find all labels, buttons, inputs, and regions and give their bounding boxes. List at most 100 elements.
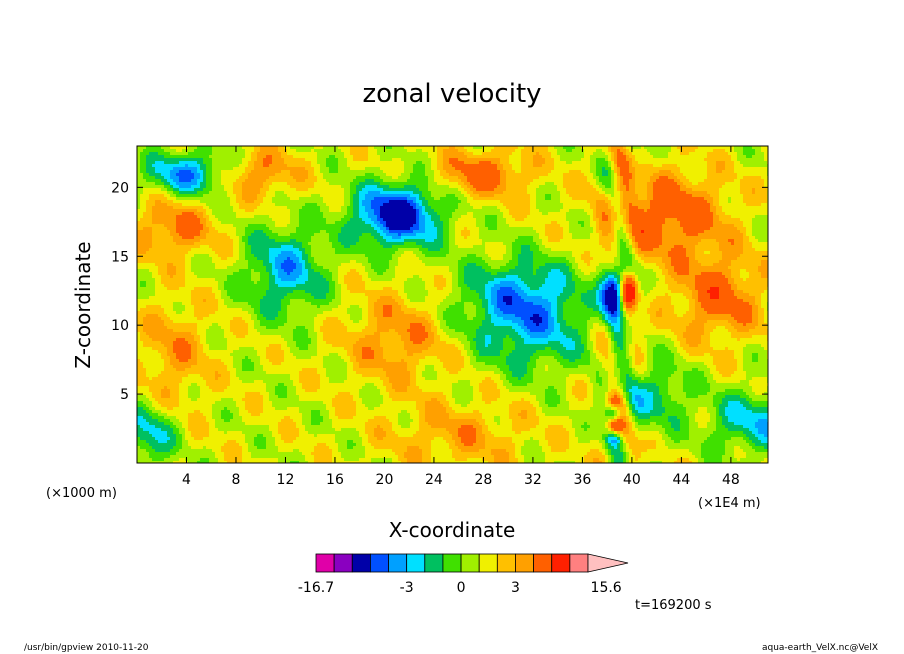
- heatmap-cell: [488, 155, 492, 159]
- heatmap-cell: [260, 200, 264, 204]
- heatmap-cell: [317, 182, 321, 186]
- heatmap-cell: [434, 182, 438, 186]
- heatmap-cell: [704, 212, 708, 216]
- heatmap-cell: [713, 149, 717, 153]
- heatmap-cell: [569, 164, 573, 168]
- heatmap-cell: [764, 206, 768, 210]
- heatmap-cell: [431, 158, 435, 162]
- heatmap-cell: [434, 215, 438, 219]
- heatmap-cell: [299, 188, 303, 192]
- heatmap-cell: [524, 203, 528, 207]
- heatmap-cell: [449, 152, 453, 156]
- heatmap-cell: [332, 173, 336, 177]
- heatmap-cell: [617, 161, 621, 165]
- heatmap-cell: [629, 158, 633, 162]
- heatmap-cell: [488, 200, 492, 204]
- heatmap-cell: [146, 161, 150, 165]
- heatmap-cell: [269, 161, 273, 165]
- heatmap-cell: [653, 188, 657, 192]
- heatmap-cell: [758, 179, 762, 183]
- heatmap-cell: [326, 185, 330, 189]
- heatmap-cell: [380, 158, 384, 162]
- heatmap-cell: [656, 161, 660, 165]
- heatmap-cell: [392, 197, 396, 201]
- heatmap-cell: [551, 215, 555, 219]
- heatmap-cell: [647, 197, 651, 201]
- heatmap-cell: [212, 170, 216, 174]
- heatmap-cell: [227, 146, 231, 150]
- heatmap-cell: [353, 191, 357, 195]
- heatmap-cell: [383, 212, 387, 216]
- heatmap-cell: [725, 182, 729, 186]
- heatmap-cell: [362, 149, 366, 153]
- heatmap-cell: [494, 212, 498, 216]
- heatmap-cell: [389, 167, 393, 171]
- heatmap-cell: [626, 185, 630, 189]
- heatmap-cell: [635, 185, 639, 189]
- heatmap-cell: [458, 203, 462, 207]
- heatmap-cell: [731, 167, 735, 171]
- heatmap-cell: [404, 152, 408, 156]
- heatmap-cell: [368, 164, 372, 168]
- heatmap-cell: [200, 185, 204, 189]
- heatmap-cell: [401, 182, 405, 186]
- heatmap-cell: [269, 182, 273, 186]
- heatmap-cell: [722, 200, 726, 204]
- heatmap-cell: [356, 167, 360, 171]
- heatmap-cell: [662, 152, 666, 156]
- heatmap-cell: [752, 197, 756, 201]
- heatmap-cell: [701, 161, 705, 165]
- heatmap-cell: [245, 158, 249, 162]
- heatmap-cell: [365, 161, 369, 165]
- heatmap-cell: [194, 182, 198, 186]
- heatmap-cell: [371, 176, 375, 180]
- heatmap-cell: [749, 212, 753, 216]
- heatmap-cell: [593, 173, 597, 177]
- heatmap-cell: [743, 173, 747, 177]
- heatmap-cell: [140, 146, 144, 150]
- heatmap-cell: [587, 179, 591, 183]
- heatmap-cell: [647, 212, 651, 216]
- heatmap-cell: [251, 161, 255, 165]
- heatmap-cell: [677, 212, 681, 216]
- heatmap-cell: [182, 212, 186, 216]
- heatmap-cell: [719, 149, 723, 153]
- heatmap-cell: [350, 179, 354, 183]
- heatmap-cell: [704, 206, 708, 210]
- heatmap-cell: [266, 170, 270, 174]
- heatmap-cell: [539, 173, 543, 177]
- heatmap-cell: [485, 200, 489, 204]
- heatmap-cell: [596, 167, 600, 171]
- heatmap-cell: [545, 176, 549, 180]
- heatmap-cell: [551, 182, 555, 186]
- heatmap-cell: [500, 209, 504, 213]
- heatmap-cell: [428, 191, 432, 195]
- heatmap-cell: [605, 173, 609, 177]
- heatmap-cell: [407, 179, 411, 183]
- heatmap-cell: [176, 188, 180, 192]
- heatmap-cell: [398, 212, 402, 216]
- heatmap-cell: [494, 206, 498, 210]
- heatmap-cell: [494, 149, 498, 153]
- heatmap-cell: [506, 212, 510, 216]
- heatmap-cell: [260, 167, 264, 171]
- heatmap-cell: [497, 149, 501, 153]
- heatmap-cell: [413, 215, 417, 219]
- heatmap-cell: [644, 209, 648, 213]
- heatmap-cell: [410, 191, 414, 195]
- heatmap-cell: [284, 170, 288, 174]
- heatmap-cell: [617, 158, 621, 162]
- heatmap-cell: [221, 170, 225, 174]
- heatmap-cell: [329, 182, 333, 186]
- heatmap-cell: [326, 215, 330, 219]
- heatmap-cell: [560, 194, 564, 198]
- heatmap-cell: [329, 206, 333, 210]
- heatmap-cell: [332, 206, 336, 210]
- heatmap-cell: [182, 176, 186, 180]
- heatmap-cell: [758, 155, 762, 159]
- heatmap-cell: [626, 194, 630, 198]
- heatmap-cell: [479, 194, 483, 198]
- heatmap-cell: [293, 203, 297, 207]
- heatmap-cell: [719, 185, 723, 189]
- heatmap-cell: [638, 194, 642, 198]
